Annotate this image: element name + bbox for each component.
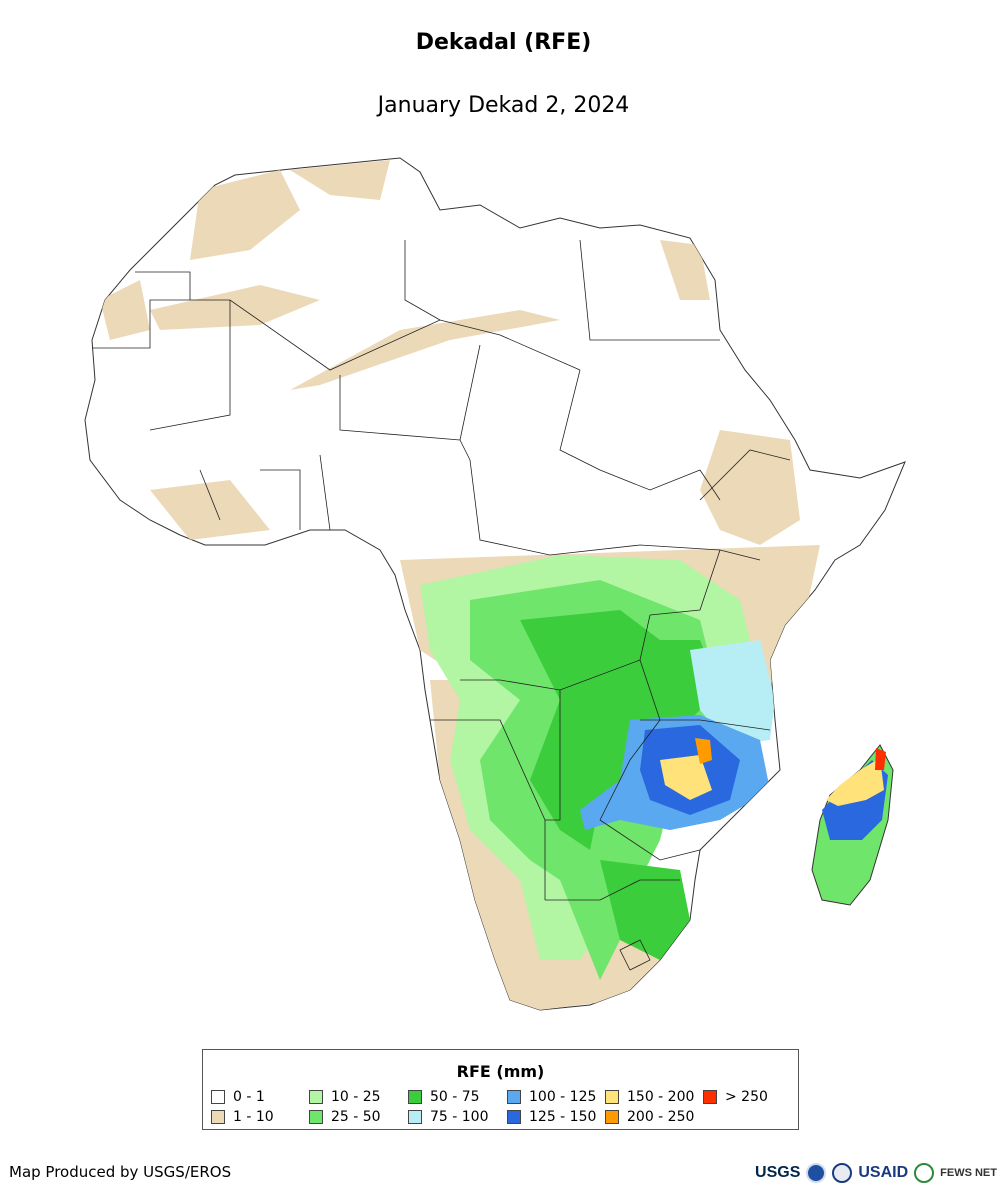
rain-zone-200-250 [695,738,712,764]
legend-label: 150 - 200 [627,1088,695,1105]
legend-label: 1 - 10 [233,1108,274,1125]
legend-item: 75 - 100 [408,1108,489,1125]
legend-item: 200 - 250 [605,1108,694,1125]
rain-zone-50-75 [520,610,720,850]
legend-swatch [507,1109,521,1124]
usaid-seal-icon [832,1163,853,1183]
legend-swatch [309,1089,323,1104]
rain-zone-1-10-guinea [150,480,270,540]
legend-swatch [211,1109,225,1124]
rain-zone-1-10-north [190,170,300,260]
legend-item: 10 - 25 [309,1088,381,1105]
rain-zone-50-75-se [600,860,690,960]
rain-zone-1-10-sahara-band [150,285,320,330]
legend-items: 0 - 1 1 - 10 10 - 25 25 - 50 50 - 75 75 … [211,1088,796,1128]
legend-label: 0 - 1 [233,1088,265,1105]
legend-swatch [507,1089,521,1104]
legend-item: 150 - 200 [605,1088,694,1105]
legend-item: > 250 [703,1088,768,1105]
legend-swatch [605,1089,619,1104]
usgs-logo: USGS [755,1164,801,1181]
legend-label: 10 - 25 [331,1088,381,1105]
legend-item: 0 - 1 [211,1088,265,1105]
noaa-seal-icon [806,1163,827,1183]
legend-label: 200 - 250 [627,1108,695,1125]
legend-label: 50 - 75 [430,1088,480,1105]
legend-item: 1 - 10 [211,1108,274,1125]
legend-title: RFE (mm) [456,1062,545,1081]
globe-icon [914,1163,935,1183]
legend-swatch [309,1109,323,1124]
legend-swatch [703,1089,717,1104]
country-borders [92,239,791,971]
legend-label: 75 - 100 [430,1108,489,1125]
rainfall-field [100,160,820,1010]
legend-swatch [408,1109,422,1124]
legend-swatch [605,1109,619,1124]
map-title: Dekadal (RFE) [415,30,592,55]
rain-zone-1-10-ethiopia [700,430,800,545]
legend-label: 25 - 50 [331,1108,381,1125]
legend-label: > 250 [725,1088,768,1105]
legend-swatch [408,1089,422,1104]
fewsnet-logo: FEWS NET [940,1167,997,1179]
rain-zone-1-10-nile [660,240,710,300]
usaid-logo: USAID [858,1164,909,1181]
legend: RFE (mm) 0 - 1 1 - 10 10 - 25 25 - 50 50… [202,1049,799,1130]
map-subtitle: January Dekad 2, 2024 [377,93,630,118]
africa-rainfall-map [84,157,906,1011]
rain-zone-150-200 [660,755,712,800]
partner-logos: USGS USAID FEWS NET [755,1158,997,1188]
legend-label: 125 - 150 [529,1108,597,1125]
legend-item: 100 - 125 [507,1088,596,1105]
legend-item: 25 - 50 [309,1108,381,1125]
legend-item: 50 - 75 [408,1088,480,1105]
madagascar-yellow [826,758,884,806]
map-credit: Map Produced by USGS/EROS [9,1163,232,1181]
legend-item: 125 - 150 [507,1108,596,1125]
rain-zone-75-100 [690,640,775,745]
legend-label: 100 - 125 [529,1088,597,1105]
rain-zone-1-10-west [100,280,150,340]
legend-swatch [211,1089,225,1104]
rain-zone-1-10-coast-north [290,160,390,200]
madagascar-peak [875,748,886,770]
rain-zone-1-10-sahara-streak [290,310,560,390]
